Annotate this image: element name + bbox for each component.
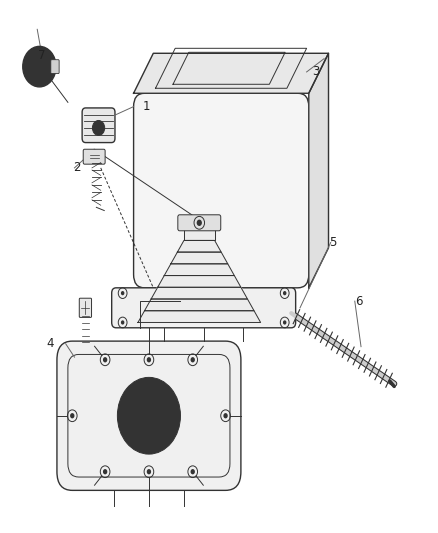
Text: 5: 5	[329, 236, 336, 249]
Text: 3: 3	[312, 66, 319, 78]
Polygon shape	[164, 264, 234, 276]
Polygon shape	[145, 299, 254, 311]
Circle shape	[117, 377, 180, 454]
Polygon shape	[309, 53, 328, 288]
FancyBboxPatch shape	[134, 93, 309, 288]
Text: 2: 2	[73, 161, 81, 174]
Polygon shape	[184, 229, 215, 240]
Text: 6: 6	[355, 295, 363, 308]
Circle shape	[147, 469, 151, 474]
FancyBboxPatch shape	[79, 298, 92, 318]
Circle shape	[121, 291, 124, 295]
Circle shape	[197, 220, 202, 226]
FancyBboxPatch shape	[82, 108, 115, 142]
Circle shape	[191, 469, 195, 474]
Circle shape	[283, 320, 286, 325]
Polygon shape	[158, 276, 241, 287]
Circle shape	[92, 120, 105, 135]
Circle shape	[143, 408, 155, 423]
FancyBboxPatch shape	[83, 149, 105, 164]
Circle shape	[127, 389, 171, 442]
Circle shape	[121, 320, 124, 325]
Circle shape	[23, 46, 56, 87]
Polygon shape	[138, 311, 261, 322]
Circle shape	[136, 400, 162, 432]
Polygon shape	[177, 240, 221, 252]
FancyBboxPatch shape	[112, 288, 296, 328]
Polygon shape	[151, 287, 247, 299]
Circle shape	[283, 291, 286, 295]
FancyBboxPatch shape	[51, 60, 59, 74]
Text: 4: 4	[46, 337, 54, 350]
Circle shape	[70, 413, 74, 418]
Circle shape	[103, 357, 107, 362]
Circle shape	[147, 357, 151, 362]
FancyBboxPatch shape	[178, 215, 221, 231]
Text: 7: 7	[38, 50, 46, 62]
Polygon shape	[134, 53, 328, 93]
Polygon shape	[171, 252, 228, 264]
Circle shape	[191, 357, 195, 362]
Circle shape	[103, 469, 107, 474]
Text: 1: 1	[143, 100, 151, 113]
FancyBboxPatch shape	[57, 341, 241, 490]
Circle shape	[223, 413, 228, 418]
